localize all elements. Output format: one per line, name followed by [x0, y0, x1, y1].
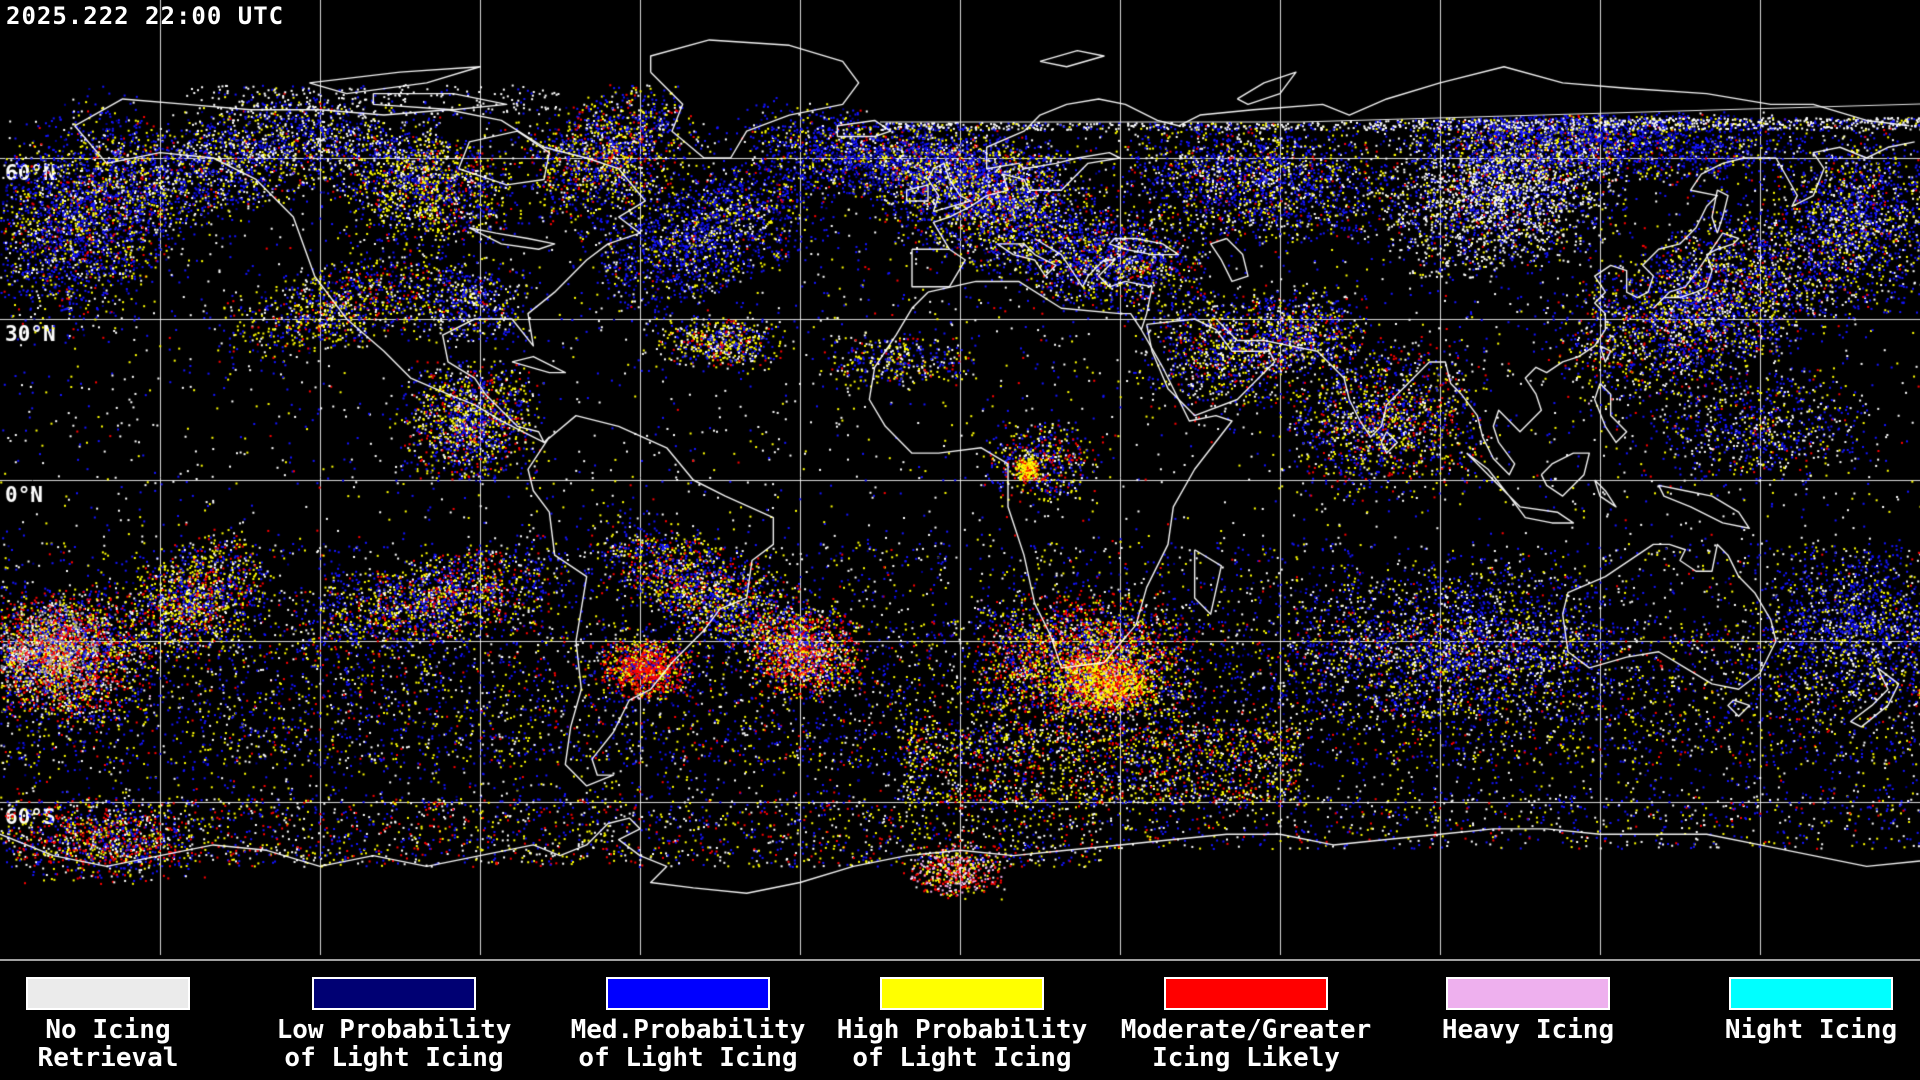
legend-label: Moderate/Greater	[1120, 1015, 1372, 1045]
legend-item-night-icing: Night Icing	[1674, 961, 1920, 1044]
legend-swatch-night-icing	[1729, 977, 1893, 1010]
legend-item-med-probability: Med.Probability of Light Icing	[551, 961, 825, 1072]
legend-label: Icing Likely	[1152, 1043, 1340, 1073]
legend-label: Low Probability	[276, 1015, 512, 1045]
legend-swatch-no-icing	[26, 977, 190, 1010]
legend-swatch-med-probability	[606, 977, 770, 1010]
legend-item-low-probability: Low Probability of Light Icing	[257, 961, 531, 1072]
legend-item-heavy-icing: Heavy Icing	[1391, 961, 1665, 1044]
legend-label: Night Icing	[1724, 1015, 1898, 1045]
legend-label: of Light Icing	[284, 1043, 504, 1073]
legend-item-no-icing: No Icing Retrieval	[0, 961, 245, 1072]
legend-label: of Light Icing	[578, 1043, 798, 1073]
legend-label: Retrieval	[37, 1043, 179, 1073]
legend-swatch-heavy-icing	[1446, 977, 1610, 1010]
timestamp-label: 2025.222 22:00 UTC	[6, 2, 285, 30]
legend-separator-line	[0, 959, 1920, 961]
legend: No Icing Retrieval Low Probability of Li…	[0, 961, 1920, 1080]
legend-item-moderate-greater: Moderate/Greater Icing Likely	[1109, 961, 1383, 1072]
legend-label: No Icing	[45, 1015, 171, 1045]
legend-swatch-low-probability	[312, 977, 476, 1010]
legend-item-high-probability: High Probability of Light Icing	[825, 961, 1099, 1072]
legend-swatch-moderate-greater	[1164, 977, 1328, 1010]
world-map-canvas	[0, 0, 1920, 959]
legend-label: Med.Probability	[570, 1015, 806, 1045]
legend-label: of Light Icing	[852, 1043, 1072, 1073]
legend-label: High Probability	[836, 1015, 1088, 1045]
legend-label: Heavy Icing	[1441, 1015, 1615, 1045]
legend-swatch-high-probability	[880, 977, 1044, 1010]
